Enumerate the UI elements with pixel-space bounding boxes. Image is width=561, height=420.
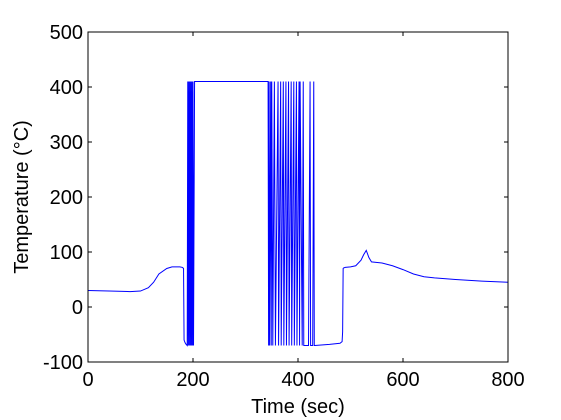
y-axis-label: Temperature (°C) [11,120,33,274]
x-tick-label: 800 [491,369,524,391]
y-tick-label: 300 [50,132,83,154]
series-layer [87,81,509,347]
x-tick-label: 0 [82,369,93,391]
y-tick-label: 500 [50,22,83,44]
plot-frame [87,31,509,363]
temperature-series-line [87,81,509,347]
y-tick-label: -100 [43,352,83,374]
x-tick-label: 400 [281,369,314,391]
y-tick-label: 100 [50,242,83,264]
x-tick-label: 600 [386,369,419,391]
y-tick-label: 0 [72,297,83,319]
x-axis-label: Time (sec) [251,396,345,418]
x-tick-label: 200 [176,369,209,391]
y-tick-label: 200 [50,187,83,209]
y-tick-label: 400 [50,77,83,99]
